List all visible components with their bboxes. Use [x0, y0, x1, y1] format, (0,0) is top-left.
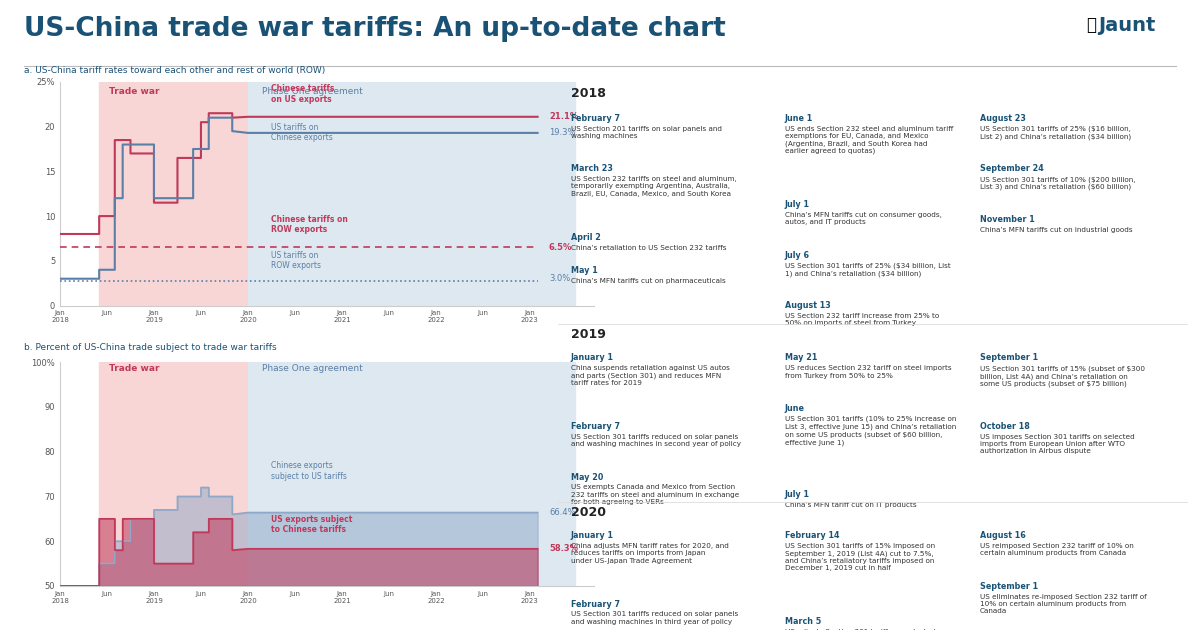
- Text: August 23: August 23: [980, 114, 1026, 123]
- Text: US Section 232 tariff increase from 25% to
50% on imports of steel from Turkey: US Section 232 tariff increase from 25% …: [785, 313, 940, 326]
- Text: September 1: September 1: [980, 353, 1038, 362]
- Text: 6.5%: 6.5%: [548, 243, 572, 252]
- Text: US Section 301 tariffs of 25% ($16 billion,
List 2) and China’s retaliation ($34: US Section 301 tariffs of 25% ($16 billi…: [980, 125, 1132, 140]
- Text: February 7: February 7: [571, 114, 619, 123]
- Text: US Section 301 tariffs (10% to 25% increase on
List 3, effective June 15) and Ch: US Section 301 tariffs (10% to 25% incre…: [785, 416, 956, 445]
- Text: US Section 301 tariffs reduced on solar panels
and washing machines in second ye: US Section 301 tariffs reduced on solar …: [571, 433, 740, 447]
- Text: April 2: April 2: [571, 233, 600, 242]
- Text: US Section 301 tariffs of 15% imposed on
September 1, 2019 (List 4A) cut to 7.5%: US Section 301 tariffs of 15% imposed on…: [785, 543, 935, 571]
- Text: China’s retaliation to US Section 232 tariffs: China’s retaliation to US Section 232 ta…: [571, 244, 726, 251]
- Text: Chinese exports
subject to US tariffs: Chinese exports subject to US tariffs: [271, 461, 347, 481]
- Text: 2020: 2020: [571, 506, 606, 519]
- Text: US tariffs on
ROW exports: US tariffs on ROW exports: [271, 251, 322, 270]
- Bar: [248, 362, 575, 586]
- Text: China’s MFN tariff cut on IT products: China’s MFN tariff cut on IT products: [785, 502, 917, 508]
- Text: US-China trade war tariffs: An up-to-date chart: US-China trade war tariffs: An up-to-dat…: [24, 16, 726, 42]
- Text: US exempts Canada and Mexico from Section
232 tariffs on steel and aluminum in e: US exempts Canada and Mexico from Sectio…: [571, 484, 739, 505]
- Bar: [100, 82, 248, 306]
- Text: August 13: August 13: [785, 301, 830, 310]
- Text: US adjusts Section 301 tariffs on selected
imports from European Union related t: US adjusts Section 301 tariffs on select…: [785, 629, 936, 630]
- Text: March 23: March 23: [571, 164, 612, 173]
- Text: Phase One agreement: Phase One agreement: [262, 365, 362, 374]
- Text: China’s MFN tariffs cut on industrial goods: China’s MFN tariffs cut on industrial go…: [980, 227, 1133, 233]
- Text: March 5: March 5: [785, 617, 821, 626]
- Text: May 1: May 1: [571, 266, 598, 275]
- Text: US eliminates re-imposed Section 232 tariff of
10% on certain aluminum products : US eliminates re-imposed Section 232 tar…: [980, 593, 1147, 614]
- Text: September 24: September 24: [980, 164, 1044, 173]
- Text: June: June: [785, 404, 805, 413]
- Text: July 1: July 1: [785, 490, 810, 500]
- Text: US Section 201 tariffs on solar panels and
washing machines: US Section 201 tariffs on solar panels a…: [571, 125, 721, 139]
- Text: b. Percent of US-China trade subject to trade war tariffs: b. Percent of US-China trade subject to …: [24, 343, 277, 352]
- Text: July 1: July 1: [785, 200, 810, 209]
- Text: US Section 301 tariffs reduced on solar panels
and washing machines in third yea: US Section 301 tariffs reduced on solar …: [571, 612, 738, 625]
- Text: 58.3%: 58.3%: [548, 544, 578, 553]
- Text: US Section 301 tariffs of 15% (subset of $300
billion, List 4A) and China’s reta: US Section 301 tariffs of 15% (subset of…: [980, 365, 1145, 387]
- Text: Trade war: Trade war: [109, 365, 160, 374]
- Text: February 7: February 7: [571, 422, 619, 431]
- Text: May 21: May 21: [785, 353, 817, 362]
- Bar: [100, 362, 248, 586]
- Text: Jaunt: Jaunt: [1098, 16, 1156, 35]
- Text: US Section 301 tariffs of 10% ($200 billion,
List 3) and China’s retaliation ($6: US Section 301 tariffs of 10% ($200 bill…: [980, 176, 1135, 190]
- Text: 3.0%: 3.0%: [548, 274, 570, 284]
- Text: 66.4%: 66.4%: [548, 508, 576, 517]
- Text: 19.3%: 19.3%: [548, 129, 575, 137]
- Text: Phase One agreement: Phase One agreement: [262, 88, 362, 96]
- Text: February 7: February 7: [571, 600, 619, 609]
- Text: June 1: June 1: [785, 114, 814, 123]
- Text: China suspends retaliation against US autos
and parts (Section 301) and reduces : China suspends retaliation against US au…: [571, 365, 730, 386]
- Text: US exports subject
to Chinese tariffs: US exports subject to Chinese tariffs: [271, 515, 353, 534]
- Bar: [248, 82, 575, 306]
- Text: 2018: 2018: [571, 87, 606, 100]
- Text: Chinese tariffs
on US exports: Chinese tariffs on US exports: [271, 84, 335, 103]
- Text: China adjusts MFN tariff rates for 2020, and
reduces tariffs on imports from Jap: China adjusts MFN tariff rates for 2020,…: [571, 543, 728, 564]
- Text: Trade war: Trade war: [109, 88, 160, 96]
- Text: October 18: October 18: [980, 422, 1030, 431]
- Text: May 20: May 20: [571, 472, 602, 481]
- Text: January 1: January 1: [571, 353, 613, 362]
- Text: US imposes Section 301 tariffs on selected
imports from European Union after WTO: US imposes Section 301 tariffs on select…: [980, 433, 1135, 454]
- Text: US reimposed Section 232 tariff of 10% on
certain aluminum products from Canada: US reimposed Section 232 tariff of 10% o…: [980, 543, 1134, 556]
- Text: February 14: February 14: [785, 531, 839, 540]
- Text: China’s MFN tariffs cut on pharmaceuticals: China’s MFN tariffs cut on pharmaceutica…: [571, 277, 725, 284]
- Text: a. US-China tariff rates toward each other and rest of world (ROW): a. US-China tariff rates toward each oth…: [24, 66, 325, 75]
- Text: January 1: January 1: [571, 531, 613, 540]
- Text: US ends Section 232 steel and aluminum tariff
exemptions for EU, Canada, and Mex: US ends Section 232 steel and aluminum t…: [785, 125, 953, 154]
- Text: US tariffs on
Chinese exports: US tariffs on Chinese exports: [271, 123, 334, 142]
- Text: November 1: November 1: [980, 215, 1034, 224]
- Text: July 6: July 6: [785, 251, 810, 260]
- Text: August 16: August 16: [980, 531, 1026, 540]
- Text: September 1: September 1: [980, 582, 1038, 591]
- Text: China’s MFN tariffs cut on consumer goods,
autos, and IT products: China’s MFN tariffs cut on consumer good…: [785, 212, 942, 225]
- Text: 21.1%: 21.1%: [548, 112, 578, 122]
- Text: 🐧: 🐧: [1086, 16, 1096, 34]
- Text: Chinese tariffs on
ROW exports: Chinese tariffs on ROW exports: [271, 215, 348, 234]
- Text: US Section 232 tariffs on steel and aluminum,
temporarily exempting Argentina, A: US Section 232 tariffs on steel and alum…: [571, 176, 737, 197]
- Text: US reduces Section 232 tariff on steel imports
from Turkey from 50% to 25%: US reduces Section 232 tariff on steel i…: [785, 365, 952, 379]
- Text: US Section 301 tariffs of 25% ($34 billion, List
1) and China’s retaliation ($34: US Section 301 tariffs of 25% ($34 billi…: [785, 263, 950, 277]
- Text: 2019: 2019: [571, 328, 606, 341]
